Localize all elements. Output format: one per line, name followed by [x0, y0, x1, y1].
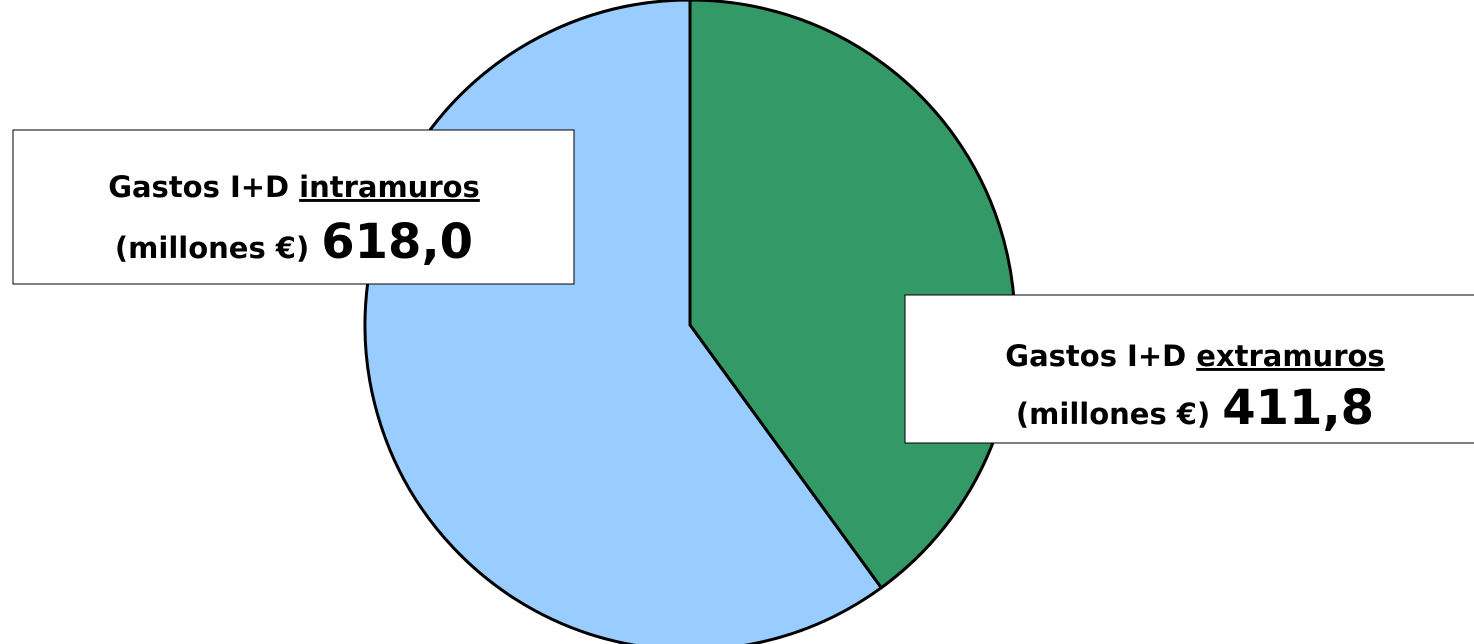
category-label: extramuros — [1196, 339, 1384, 373]
label-prefix: Gastos I+D — [1005, 339, 1186, 373]
unit-label: (millones €) — [1016, 397, 1210, 431]
value-label: 618,0 — [321, 214, 473, 270]
value-label: 411,8 — [1222, 380, 1374, 436]
slice-label: Gastos I+D extramuros — [1005, 339, 1384, 373]
label-box — [904, 294, 1474, 444]
label-box — [12, 129, 575, 285]
category-label: intramuros — [299, 170, 480, 204]
slice-label: Gastos I+D intramuros — [108, 170, 480, 204]
slice-value: (millones €) 618,0 — [115, 214, 473, 270]
slice-value: (millones €) 411,8 — [1016, 380, 1374, 436]
unit-label: (millones €) — [115, 231, 309, 265]
label-prefix: Gastos I+D — [108, 170, 289, 204]
